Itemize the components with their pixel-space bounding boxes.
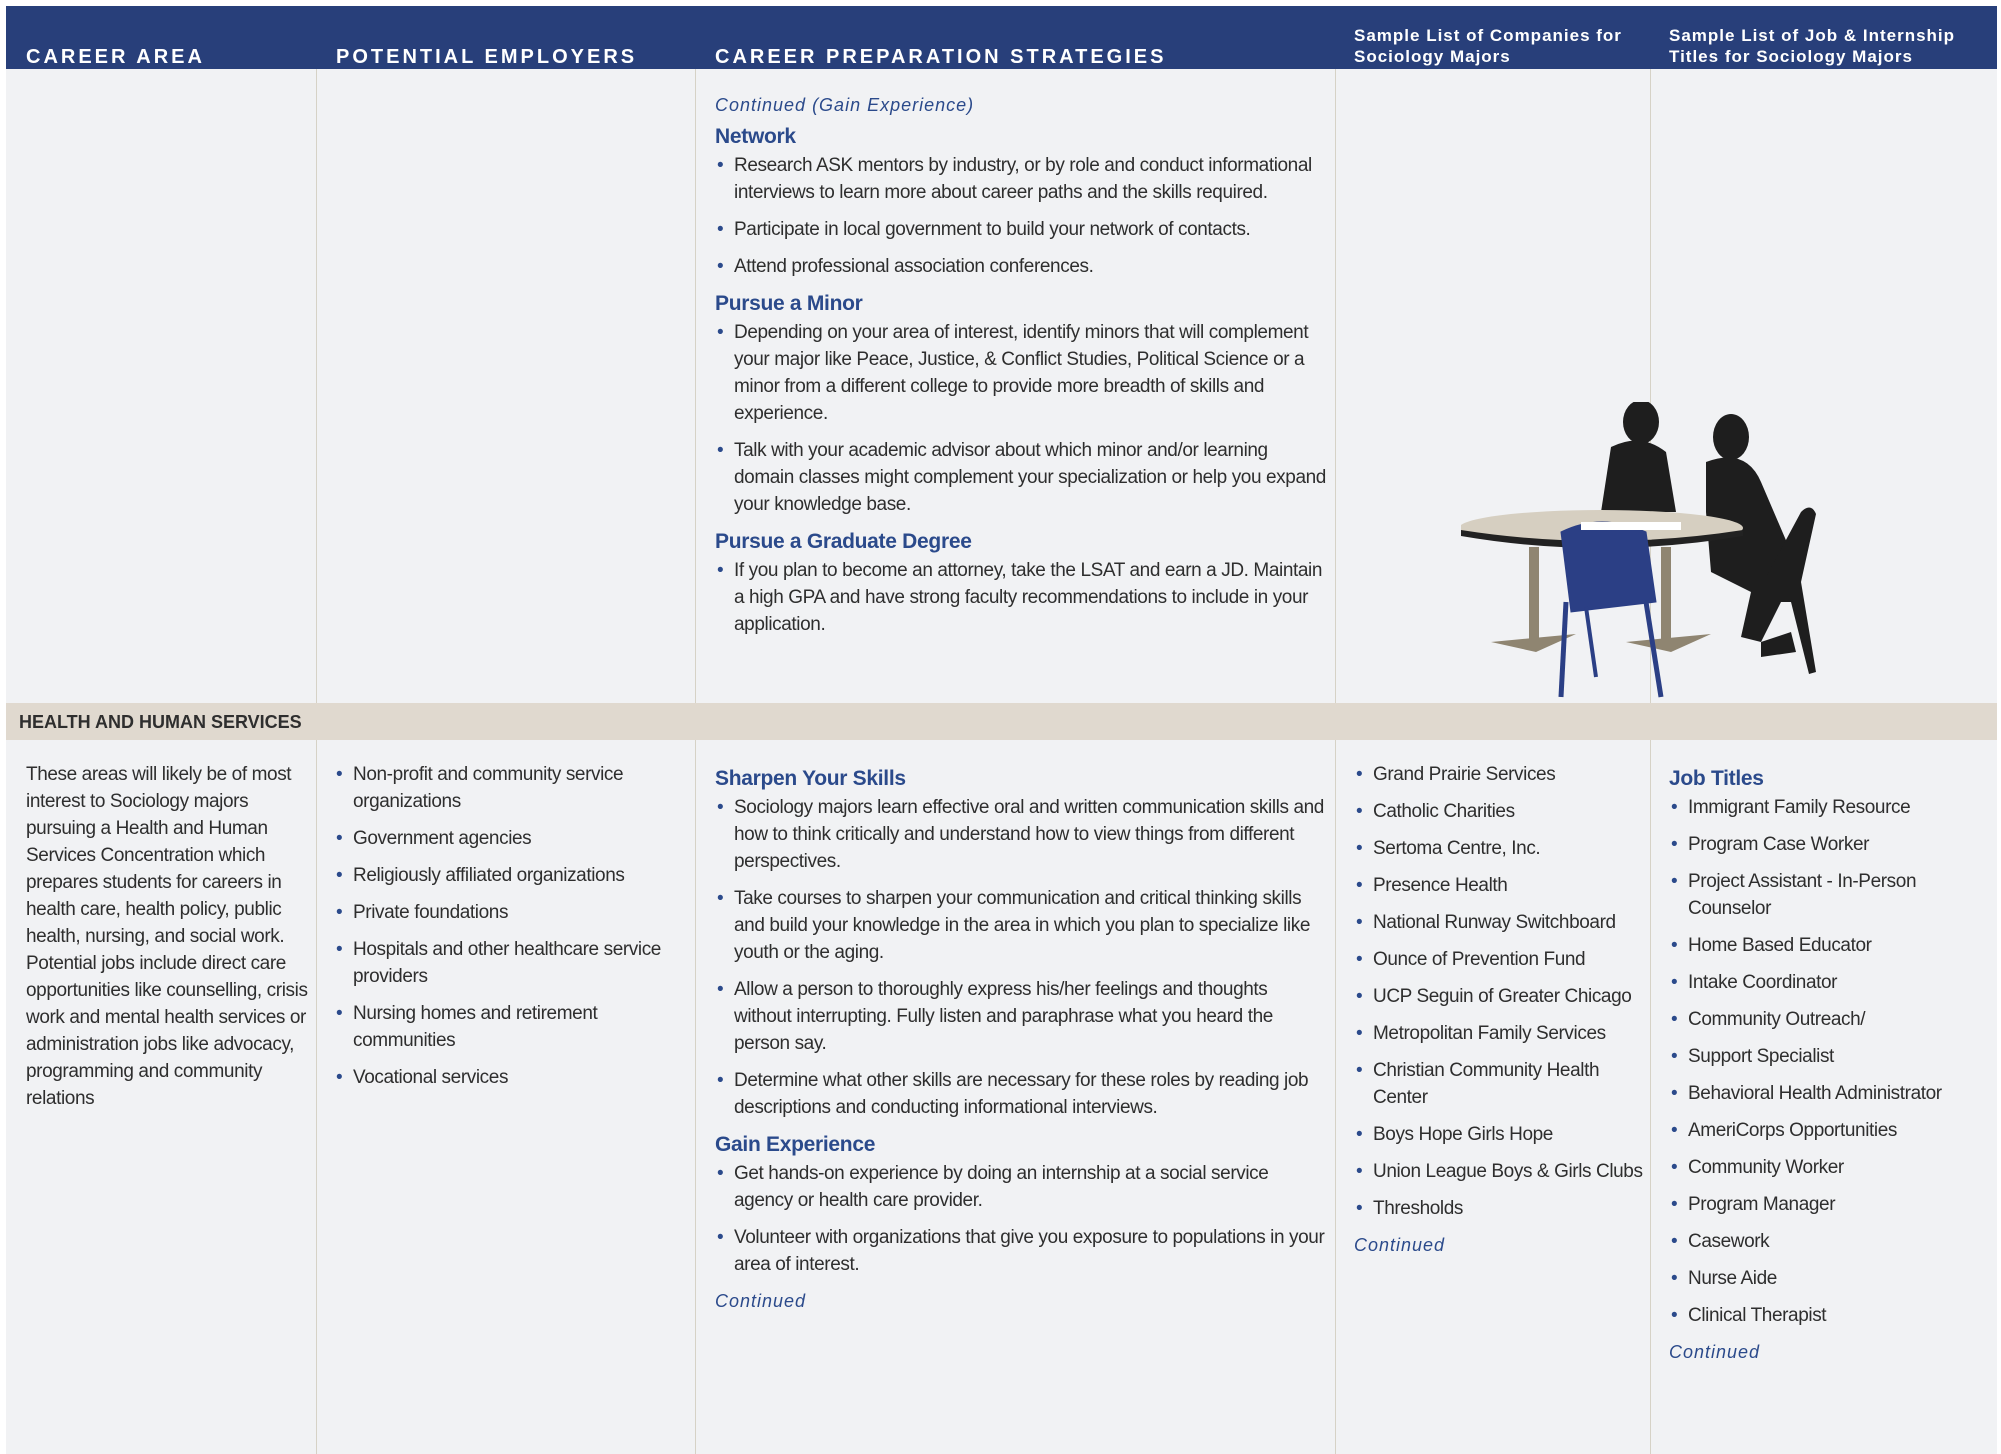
list-item: UCP Seguin of Greater Chicago — [1354, 983, 1644, 1010]
list-item: Project Assistant - In-Person Counselor — [1669, 868, 1989, 922]
bullet-list: Immigrant Family Resource Program Case Wo… — [1669, 794, 1989, 1329]
list-item: Participate in local government to build… — [715, 216, 1327, 243]
description: These areas will likely be of most inter… — [26, 764, 308, 1109]
bullet-list: Get hands-on experience by doing an inte… — [715, 1160, 1327, 1278]
section-heading: Network — [715, 125, 796, 148]
list-item: Determine what other skills are necessar… — [715, 1067, 1327, 1121]
section-heading: Pursue a Minor — [715, 292, 863, 315]
list-item: Get hands-on experience by doing an inte… — [715, 1160, 1327, 1214]
section-heading: Sharpen Your Skills — [715, 767, 906, 790]
companies: Grand Prairie Services Catholic Charities… — [1354, 761, 1644, 1259]
list-item: Metropolitan Family Services — [1354, 1020, 1644, 1047]
list-item: Non-profit and community service organiz… — [334, 761, 689, 815]
list-item: Volunteer with organizations that give y… — [715, 1224, 1327, 1278]
column-divider — [1335, 69, 1336, 1454]
column-header: Sample List of Companies for Sociology M… — [1354, 26, 1622, 66]
list-item: Take courses to sharpen your communicati… — [715, 885, 1327, 966]
list-item: Religiously affiliated organizations — [334, 862, 689, 889]
column-header: CAREER PREPARATION STRATEGIES — [715, 46, 1167, 68]
list-item: Ounce of Prevention Fund — [1354, 946, 1644, 973]
list-item: Government agencies — [334, 825, 689, 852]
list-item: Talk with your academic advisor about wh… — [715, 437, 1327, 518]
list-item: Immigrant Family Resource — [1669, 794, 1989, 821]
section-band: HEALTH AND HUMAN SERVICES — [6, 703, 1997, 740]
list-item: Allow a person to thoroughly express his… — [715, 976, 1327, 1057]
continued-label: Continued — [715, 1291, 807, 1311]
list-item: Intake Coordinator — [1669, 969, 1989, 996]
column-header: POTENTIAL EMPLOYERS — [336, 46, 638, 68]
job-titles: Job Titles Immigrant Family Resource Progr… — [1669, 761, 1989, 1366]
top-strategies: Continued (Gain Experience) Network Resear… — [715, 88, 1327, 648]
column-divider — [1650, 69, 1651, 1454]
list-item: Grand Prairie Services — [1354, 761, 1644, 788]
list-item: Presence Health — [1354, 872, 1644, 899]
list-item: Home Based Educator — [1669, 932, 1989, 959]
list-item: Nursing homes and retirement communities — [334, 1000, 689, 1054]
list-item: Casework — [1669, 1228, 1989, 1255]
header: CAREER AREA POTENTIAL EMPLOYERS CAREER P… — [6, 6, 1997, 69]
list-item: Thresholds — [1354, 1195, 1644, 1222]
list-item: Depending on your area of interest, iden… — [715, 319, 1327, 427]
bullet-list: Sociology majors learn effective oral an… — [715, 794, 1327, 1121]
section-heading: Gain Experience — [715, 1133, 876, 1156]
section-heading: Job Titles — [1669, 767, 1764, 790]
list-item: Community Outreach/ — [1669, 1006, 1989, 1033]
bullet-list: Grand Prairie Services Catholic Charities… — [1354, 761, 1644, 1222]
list-item: Nurse Aide — [1669, 1265, 1989, 1292]
bullet-list: Research ASK mentors by industry, or by … — [715, 152, 1327, 280]
list-item: Research ASK mentors by industry, or by … — [715, 152, 1327, 206]
list-item: Community Worker — [1669, 1154, 1989, 1181]
list-item: AmeriCorps Opportunities — [1669, 1117, 1989, 1144]
list-item: Behavioral Health Administrator — [1669, 1080, 1989, 1107]
list-item: Catholic Charities — [1354, 798, 1644, 825]
bullet-list: Non-profit and community service organiz… — [334, 761, 689, 1091]
column-header: Sample List of Job & Internship Titles f… — [1669, 26, 1956, 66]
column-divider — [316, 69, 317, 1454]
continued-label: Continued — [1669, 1342, 1761, 1362]
column-header: CAREER AREA — [26, 46, 205, 68]
list-item: Union League Boys & Girls Clubs — [1354, 1158, 1644, 1185]
bullet-list: Depending on your area of interest, iden… — [715, 319, 1327, 518]
list-item: Attend professional association conferen… — [715, 253, 1327, 280]
continued-label: Continued — [1354, 1235, 1446, 1255]
bullet-list: If you plan to become an attorney, take … — [715, 557, 1327, 638]
illustration — [1461, 402, 1816, 698]
list-item: National Runway Switchboard — [1354, 909, 1644, 936]
list-item: Support Specialist — [1669, 1043, 1989, 1070]
list-item: Christian Community Health Center — [1354, 1057, 1644, 1111]
section-title: HEALTH AND HUMAN SERVICES — [19, 712, 302, 732]
continued-label: Continued (Gain Experience) — [715, 95, 975, 115]
list-item: Sertoma Centre, Inc. — [1354, 835, 1644, 862]
list-item: Clinical Therapist — [1669, 1302, 1989, 1329]
list-item: If you plan to become an attorney, take … — [715, 557, 1327, 638]
column-divider — [695, 69, 696, 1454]
list-item: Boys Hope Girls Hope — [1354, 1121, 1644, 1148]
employers: Non-profit and community service organiz… — [334, 761, 689, 1101]
list-item: Sociology majors learn effective oral an… — [715, 794, 1327, 875]
list-item: Vocational services — [334, 1064, 689, 1091]
section-heading: Pursue a Graduate Degree — [715, 530, 972, 553]
list-item: Program Manager — [1669, 1191, 1989, 1218]
list-item: Private foundations — [334, 899, 689, 926]
list-item: Hospitals and other healthcare service p… — [334, 936, 689, 990]
career-area: These areas will likely be of most inter… — [26, 761, 311, 1112]
strategies: Sharpen Your Skills Sociology majors lear… — [715, 761, 1327, 1315]
table: CAREER AREA POTENTIAL EMPLOYERS CAREER P… — [6, 6, 1997, 1454]
list-item: Program Case Worker — [1669, 831, 1989, 858]
